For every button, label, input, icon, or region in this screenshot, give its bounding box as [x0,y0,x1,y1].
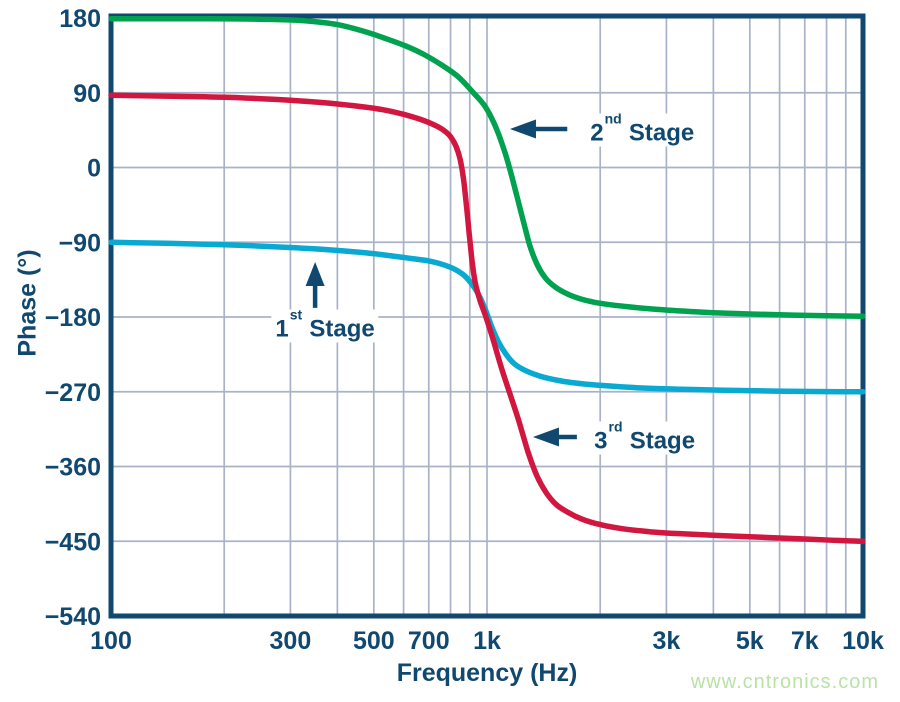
y-tick-label-−90: −90 [59,229,101,257]
y-tick-label-−270: −270 [45,379,101,407]
y-tick-label-−360: −360 [45,454,101,482]
annotation-word: Stage [628,119,695,147]
x-tick-label-10k: 10k [842,627,884,655]
y-tick-label-0: 0 [87,155,101,183]
annotation-3rd-stage: 3rd Stage [590,418,700,455]
left-arrow-icon [509,119,536,139]
x-tick-label-300: 300 [270,627,312,655]
curve-2nd-stage [108,15,866,319]
x-tick-label-7k: 7k [791,627,819,655]
y-axis-title: Phase (°) [13,249,42,357]
annotation-word: Stage [629,427,696,455]
annotation-word: Stage [309,315,375,343]
y-tick-label-−540: −540 [45,603,101,631]
watermark-text: www.cntronics.com [690,671,879,693]
x-tick-label-100: 100 [90,627,132,655]
annotation-number: 2 [590,119,604,147]
y-tick-label-−180: −180 [45,304,101,332]
y-tick-label-90: 90 [73,80,101,108]
annotation-ordinal: st [289,306,303,323]
x-axis-title: Frequency (Hz) [396,659,578,687]
left-arrow-icon [532,427,559,447]
x-tick-label-700: 700 [408,627,450,655]
x-tick-label-500: 500 [353,627,395,655]
x-tick-label-5k: 5k [736,627,764,655]
curve-3rd-stage [108,92,866,545]
x-tick-label-1k: 1k [473,627,501,655]
annotation-1st-stage: 1st Stage [271,306,379,343]
annotation-number: 1 [275,315,289,343]
annotation-number: 3 [594,427,608,455]
y-tick-label-180: 180 [59,5,101,33]
annotation-ordinal: nd [604,110,622,127]
up-arrow-icon [305,262,325,287]
annotation-2nd-stage: 2nd Stage [586,110,699,147]
annotation-ordinal: rd [608,418,623,435]
x-tick-label-3k: 3k [652,627,680,655]
y-tick-label-−450: −450 [45,528,101,556]
